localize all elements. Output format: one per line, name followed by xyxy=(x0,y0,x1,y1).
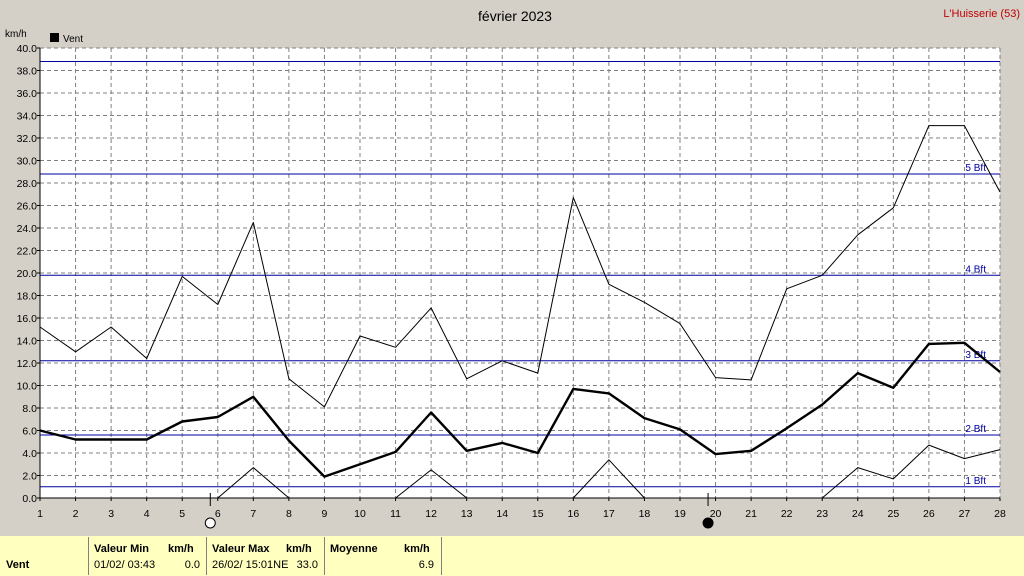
x-tick-label: 19 xyxy=(674,508,686,520)
x-tick-label: 20 xyxy=(710,508,722,520)
y-tick-label: 10.0 xyxy=(17,381,38,393)
x-tick-label: 28 xyxy=(994,508,1006,520)
series-line-avg xyxy=(39,341,1001,478)
new-moon-icon xyxy=(702,517,714,529)
y-tick-label: 20.0 xyxy=(17,268,38,280)
series xyxy=(39,125,1001,499)
series-line-min xyxy=(821,444,1001,499)
chart-title: février 2023 xyxy=(478,8,552,24)
avg-unit: km/h xyxy=(404,543,430,555)
max-time: 26/02/ 15:01NE xyxy=(212,559,289,571)
y-tick-label: 14.0 xyxy=(17,336,38,348)
legend-swatch xyxy=(50,33,59,42)
avg-value: 6.9 xyxy=(418,559,434,571)
series-line-min xyxy=(217,467,290,499)
y-tick-label: 38.0 xyxy=(17,66,38,78)
x-tick-label: 12 xyxy=(425,508,437,520)
y-tick-label: 0.0 xyxy=(22,493,37,505)
x-tick-label: 17 xyxy=(603,508,615,520)
y-tick-label: 28.0 xyxy=(17,178,38,190)
y-axis-unit: km/h xyxy=(5,29,27,40)
stats-separator xyxy=(88,537,89,575)
x-tick-label: 23 xyxy=(816,508,828,520)
avg-header: Moyenne xyxy=(330,543,378,555)
x-tick-label: 5 xyxy=(179,508,185,520)
y-tick-label: 32.0 xyxy=(17,133,38,145)
x-tick-label: 25 xyxy=(887,508,899,520)
beaufort-label: 2 Bft xyxy=(965,424,986,435)
series-line-max xyxy=(39,125,1001,408)
wind-chart: février 2023 L'Huisserie (53) km/h Vent … xyxy=(5,8,1020,529)
y-tick-label: 40.0 xyxy=(17,43,38,55)
x-tick-label: 13 xyxy=(461,508,473,520)
x-tick-label: 1 xyxy=(37,508,43,520)
min-value: 0.0 xyxy=(184,559,200,571)
y-tick-label: 18.0 xyxy=(17,291,38,303)
stats-panel xyxy=(0,536,1024,576)
chart-location: L'Huisserie (53) xyxy=(943,8,1020,20)
min-time: 01/02/ 03:43 xyxy=(94,559,156,571)
max-header: Valeur Max xyxy=(212,543,270,555)
x-tick-label: 6 xyxy=(215,508,221,520)
x-tick-label: 22 xyxy=(781,508,793,520)
x-tick-label: 26 xyxy=(923,508,935,520)
series-line-min xyxy=(572,459,645,499)
full-moon-icon xyxy=(204,517,216,529)
grid xyxy=(40,47,1001,498)
y-tick-label: 2.0 xyxy=(22,471,37,483)
x-tick-label: 16 xyxy=(567,508,579,520)
y-tick-label: 26.0 xyxy=(17,201,38,213)
stats-separator xyxy=(324,537,325,575)
x-tick-label: 10 xyxy=(354,508,366,520)
x-tick-label: 4 xyxy=(144,508,150,520)
x-tick-label: 8 xyxy=(286,508,292,520)
x-tick-label: 11 xyxy=(390,508,401,520)
beaufort-label: 3 Bft xyxy=(965,350,986,361)
legend-label: Vent xyxy=(63,34,83,45)
moon-phases xyxy=(204,493,714,529)
x-tick-label: 24 xyxy=(852,508,864,520)
min-unit: km/h xyxy=(168,543,194,555)
stats-separator xyxy=(441,537,442,575)
beaufort-label: 5 Bft xyxy=(965,163,986,174)
y-axis: 0.0 2.0 4.0 6.0 8.0 10.0 12.0 14.0 16.0 18.0 20.0 2… xyxy=(17,43,40,505)
beaufort-label: 4 Bft xyxy=(965,264,986,275)
x-axis: 1 2 3 4 5 6 7 8 9 10 11 12 13 14 15 16 17 18 19 20 21 22 23 24 2… xyxy=(37,498,1006,520)
y-tick-label: 4.0 xyxy=(22,448,37,460)
y-tick-label: 12.0 xyxy=(17,358,38,370)
max-unit: km/h xyxy=(286,543,312,555)
x-tick-label: 9 xyxy=(322,508,328,520)
x-tick-label: 3 xyxy=(108,508,114,520)
y-tick-label: 16.0 xyxy=(17,313,38,325)
x-tick-label: 18 xyxy=(639,508,651,520)
x-tick-label: 7 xyxy=(250,508,256,520)
y-tick-label: 6.0 xyxy=(22,426,37,438)
y-tick-label: 36.0 xyxy=(17,88,38,100)
beaufort-lines: 1 Bft 2 Bft 3 Bft 4 Bft 5 Bft xyxy=(40,61,1000,488)
min-header: Valeur Min xyxy=(94,543,150,555)
beaufort-label: 1 Bft xyxy=(965,476,986,487)
y-tick-label: 24.0 xyxy=(17,223,38,235)
y-tick-label: 34.0 xyxy=(17,111,38,123)
x-tick-label: 14 xyxy=(496,508,508,520)
x-tick-label: 15 xyxy=(532,508,544,520)
max-value: 33.0 xyxy=(296,559,318,571)
x-tick-label: 21 xyxy=(745,508,757,520)
x-tick-label: 27 xyxy=(959,508,971,520)
series-line-min xyxy=(395,469,468,499)
stats-row-label: Vent xyxy=(6,559,30,571)
y-tick-label: 30.0 xyxy=(17,156,38,168)
y-tick-label: 22.0 xyxy=(17,246,38,258)
y-tick-label: 8.0 xyxy=(22,403,37,415)
stats-separator xyxy=(206,537,207,575)
x-tick-label: 2 xyxy=(73,508,79,520)
